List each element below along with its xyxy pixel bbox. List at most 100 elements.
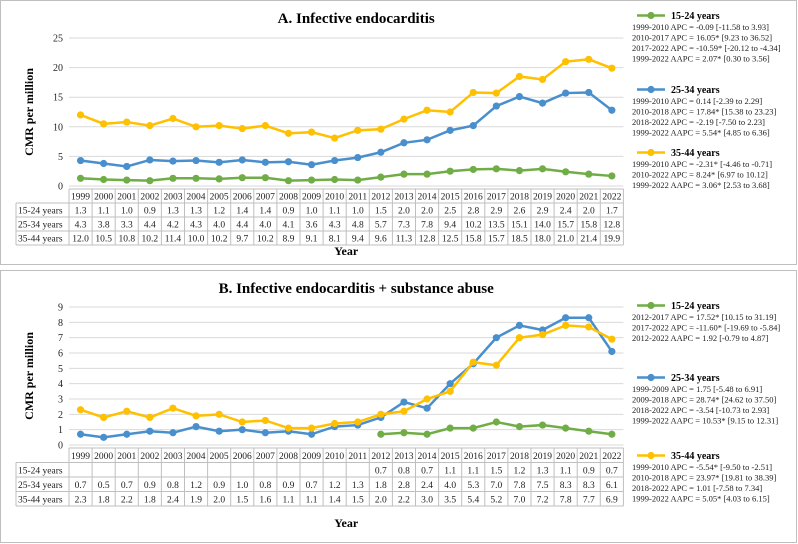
a-data-point-g15 [146, 177, 154, 185]
a-data-point-g35 [446, 108, 454, 116]
panel-a: A. Infective endocarditis 0 5 10 15 20 25 CMR p… [0, 0, 797, 265]
b-data-point-g25 [76, 430, 85, 438]
a-trend-stat: 2010-2018 APC = 17.84* [15.38 to 23.23] [632, 107, 777, 117]
a-data-point-g25 [585, 88, 593, 97]
b-table-cell: 0.7 [375, 467, 387, 477]
b-y-tick-label: 2 [58, 410, 63, 421]
b-data-point-g35 [446, 387, 454, 395]
a-table-cell: 4.3 [329, 221, 341, 231]
b-data-point-g35 [284, 424, 293, 432]
a-data-point-g25 [123, 162, 131, 171]
a-data-point-g15 [400, 170, 408, 178]
a-x-tick-label: 2014 [418, 193, 437, 203]
b-table-cell: 2.4 [167, 496, 179, 506]
b-table-cell: 0.8 [398, 467, 410, 477]
b-table-row-label: 35-44 years [18, 496, 63, 506]
b-legend-marker-g25 [647, 373, 655, 382]
b-x-tick-label: 2018 [510, 452, 529, 462]
b-data-point-g15 [492, 418, 500, 426]
a-data-point-g25 [400, 139, 408, 147]
a-data-point-g35 [400, 115, 408, 123]
b-table-cell: 0.9 [583, 467, 595, 477]
a-table-cell: 1.0 [352, 207, 364, 217]
b-data-point-g25 [515, 321, 524, 329]
a-table-cell: 8.9 [283, 235, 295, 245]
a-data-point-g25 [331, 156, 339, 165]
b-trend-stat: 1999-2022 AAPC = 5.05* [4.03 to 6.15] [632, 494, 770, 504]
b-x-tick-label: 2005 [210, 452, 229, 462]
b-y-tick-label: 9 [58, 303, 63, 314]
a-x-tick-label: 2009 [302, 193, 321, 203]
a-data-point-g15 [100, 175, 108, 184]
b-table-cell: 2.0 [213, 496, 225, 506]
a-data-point-g35 [562, 58, 570, 66]
b-table-cell: 8.3 [583, 481, 595, 491]
b-x-tick-label: 2013 [394, 452, 413, 462]
a-data-point-g15 [515, 167, 524, 175]
b-data-point-g35 [354, 418, 362, 426]
a-y-tick-label: 15 [53, 93, 63, 104]
b-legend-marker-g35 [647, 451, 655, 460]
b-y-tick-label: 8 [58, 318, 63, 329]
a-data-point-g15 [469, 165, 477, 174]
a-data-point-g15 [238, 174, 246, 182]
b-data-point-g35 [515, 334, 524, 342]
b-table-cell: 0.8 [259, 481, 271, 491]
a-trend-stat: 1999-2010 APC = -0.09 [-11.58 to 3.93] [632, 22, 769, 32]
a-table-cell: 13.5 [488, 221, 505, 231]
a-legend-marker-g25 [647, 85, 655, 94]
a-table-cell: 9.4 [352, 235, 364, 245]
a-table-row-label: 35-44 years [18, 235, 63, 245]
a-data-point-g15 [261, 174, 269, 182]
b-data-point-g25 [169, 429, 177, 437]
b-data-point-g35 [123, 407, 131, 415]
b-trend-stat: 1999-2009 APC = 1.75 [-5.48 to 6.91] [632, 384, 762, 394]
a-table-cell: 9.4 [444, 221, 456, 231]
a-table-cell: 14.0 [534, 221, 551, 231]
b-y-tick-label: 5 [58, 364, 63, 375]
a-table-cell: 1.0 [306, 207, 318, 217]
a-table-cell: 4.3 [190, 221, 202, 231]
b-legend-label-g35: 35-44 years [671, 451, 720, 462]
b-table-cell: 1.6 [259, 496, 271, 506]
a-data-point-g15 [585, 170, 593, 178]
a-table-cell: 2.6 [514, 207, 526, 217]
b-trend-stat: 2009-2018 APC = 28.74* [24.62 to 37.50] [632, 395, 777, 405]
a-table-cell: 11.3 [396, 235, 413, 245]
a-trend-stat: 2017-2022 APC = -10.59* [-20.12 to -4.34… [632, 43, 781, 53]
b-table-cell: 1.1 [467, 467, 479, 477]
a-data-point-g35 [261, 122, 269, 130]
b-table-cell: 1.9 [190, 496, 202, 506]
b-data-point-g15 [469, 424, 477, 432]
a-table-cell: 4.3 [75, 221, 87, 231]
b-trend-stat: 2018-2022 APC = 1.01 [-7.58 to 7.34] [632, 483, 762, 493]
b-table-cell: 2.8 [398, 481, 410, 491]
b-table-cell: 1.8 [144, 496, 156, 506]
a-data-point-g25 [192, 156, 200, 165]
a-table-cell: 11.4 [165, 235, 182, 245]
a-table-cell: 2.9 [490, 207, 502, 217]
a-data-point-g15 [284, 177, 293, 185]
a-legend-label-g35: 35-44 years [671, 148, 720, 159]
a-table-cell: 4.0 [259, 221, 271, 231]
b-x-tick-label: 2007 [256, 452, 275, 462]
b-legend-label-g15: 15-24 years [671, 301, 720, 312]
b-table-cell: 0.7 [606, 467, 618, 477]
a-data-point-g35 [538, 75, 547, 84]
b-y-tick-label: 3 [58, 395, 63, 406]
a-table-cell: 4.4 [236, 221, 248, 231]
b-y-tick-label: 6 [58, 349, 63, 360]
b-x-tick-label: 2015 [441, 452, 460, 462]
b-table-cell: 1.5 [236, 496, 248, 506]
a-data-point-g25 [146, 156, 154, 164]
a-data-point-g15 [538, 165, 547, 173]
a-table-cell: 3.3 [121, 221, 133, 231]
a-table-cell: 9.1 [306, 235, 318, 245]
a-legend-marker-g35 [647, 148, 655, 157]
b-table-cell: 1.1 [560, 467, 572, 477]
a-table-cell: 9.6 [375, 235, 387, 245]
a-data-point-g25 [446, 126, 454, 134]
a-table-cell: 15.8 [465, 235, 482, 245]
chart-a: A. Infective endocarditis 0 5 10 15 20 25 CMR p… [15, 11, 781, 258]
a-data-point-g15 [215, 175, 223, 183]
